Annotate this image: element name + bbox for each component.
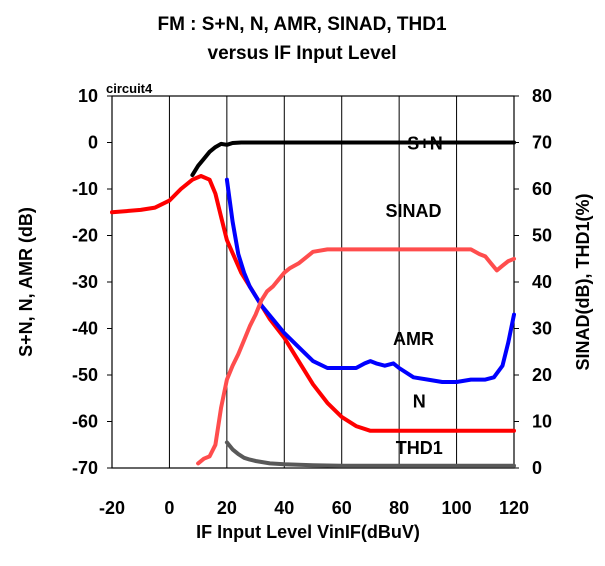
series-line-sinad: [196, 247, 516, 466]
x-tick-label-0: -20: [99, 498, 125, 518]
series-line-amr: [224, 177, 516, 384]
y-left-tick-label-2: -10: [72, 179, 98, 199]
series-label-n: N: [413, 392, 426, 412]
series-label-amr: AMR: [393, 329, 434, 349]
plot-background: [112, 96, 514, 468]
y-left-tick-label-0: 10: [78, 86, 98, 106]
x-axis-label: IF Input Level VinIF(dBuV): [196, 522, 420, 542]
x-tick-label-7: 120: [499, 498, 529, 518]
y-right-tick-label-1: 70: [532, 133, 552, 153]
y-left-tick-label-6: -50: [72, 365, 98, 385]
y-right-tick-label-0: 80: [532, 86, 552, 106]
y-left-tick-label-1: 0: [88, 133, 98, 153]
y-right-tick-label-8: 0: [532, 458, 542, 478]
x-tick-label-3: 40: [274, 498, 294, 518]
y-right-tick-label-5: 30: [532, 319, 552, 339]
chart-subtitle: versus IF Input Level: [208, 43, 397, 64]
y-left-tick-label-7: -60: [72, 412, 98, 432]
series-label-s-n: S+N: [407, 134, 443, 154]
x-tick-label-2: 20: [217, 498, 237, 518]
series-label-thd1: THD1: [396, 438, 443, 458]
series-line-s-n: [190, 140, 516, 178]
y-left-tick-label-8: -70: [72, 458, 98, 478]
y-right-tick-label-3: 50: [532, 226, 552, 246]
y-axis-label-right: SINAD(dB), THD1(%): [573, 194, 593, 371]
series-line-thd1: [224, 440, 516, 468]
y-left-tick-label-4: -30: [72, 272, 98, 292]
y-left-tick-label-5: -40: [72, 319, 98, 339]
chart-title: FM : S+N, N, AMR, SINAD, THD1: [157, 14, 446, 35]
chart-tag: circuit4: [106, 81, 153, 96]
y-axis-label-left: S+N, N, AMR (dB): [16, 207, 36, 357]
y-right-tick-label-2: 60: [532, 179, 552, 199]
y-right-tick-label-7: 10: [532, 412, 552, 432]
y-right-tick-label-6: 20: [532, 365, 552, 385]
x-tick-label-4: 60: [332, 498, 352, 518]
y-left-tick-label-3: -20: [72, 226, 98, 246]
x-tick-label-5: 80: [389, 498, 409, 518]
plot-area: -20 0 20 40 60 80 100 120100-10-20-30-40-50-60-…: [72, 86, 552, 518]
x-tick-label-1: 0: [164, 498, 174, 518]
series-label-sinad: SINAD: [385, 201, 441, 221]
x-tick-label-6: 100: [442, 498, 472, 518]
y-right-tick-label-4: 40: [532, 272, 552, 292]
